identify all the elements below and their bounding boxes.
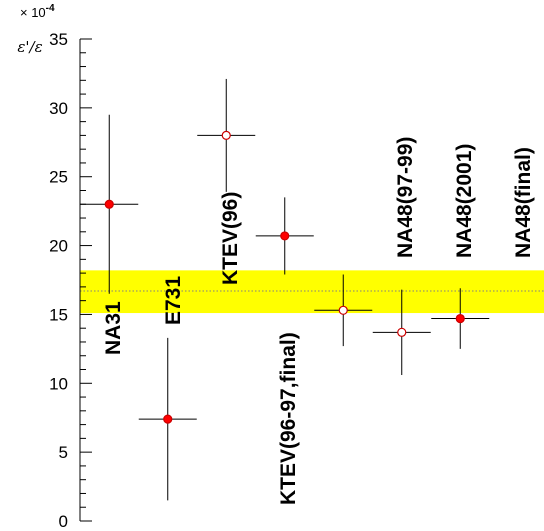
data-point-KTEV(96) (197, 78, 256, 192)
data-point-NA48(97-99) (314, 274, 373, 347)
experiment-label: NA48(2001) (453, 144, 476, 258)
data-point-NA48(2001) (372, 289, 431, 376)
open-marker (397, 327, 407, 337)
y-tick-label: 35 (49, 30, 68, 49)
filled-marker (280, 231, 290, 241)
open-marker (221, 130, 231, 140)
experiment-label: NA48(97-99) (394, 137, 417, 258)
y-tick-label: 30 (49, 99, 68, 118)
y-tick-label: 10 (49, 374, 68, 393)
y-tick-label: 5 (59, 443, 68, 462)
band-layer (80, 270, 544, 314)
y-tick-label: 0 (59, 512, 68, 531)
y-multiplier-prefix: × 10 (20, 5, 46, 20)
experiment-label: KTEV(96) (219, 192, 242, 285)
experiment-label: KTEV(96-97,final) (277, 332, 300, 505)
data-points (80, 78, 490, 501)
y-multiplier-exponent: -4 (46, 3, 55, 14)
experiment-label: NA31 (102, 301, 125, 355)
open-marker (338, 305, 348, 315)
y-tick-label: 15 (49, 305, 68, 324)
data-point-E731 (138, 337, 197, 501)
data-point-NA31 (80, 114, 139, 294)
average-band (80, 270, 544, 314)
filled-marker (455, 313, 465, 324)
y-multiplier: × 10-4 (20, 3, 55, 20)
data-point-KTEV(96-97,final) (255, 197, 314, 275)
filled-marker (104, 199, 114, 209)
filled-marker (163, 414, 173, 424)
experiment-label: E731 (162, 276, 185, 325)
y-axis-label: ε'/ε (17, 38, 42, 56)
experiment-label: NA48(final) (512, 147, 535, 258)
y-tick-label: 20 (49, 237, 68, 256)
y-tick-label: 25 (49, 168, 68, 187)
y-axis: 0 5 10 15 20 25 30 35 (49, 30, 92, 531)
experiment-labels: NA31 E731 KTEV(96) KTEV(96-97,final) NA48(97… (102, 137, 535, 505)
data-point-NA48(final) (431, 288, 490, 349)
